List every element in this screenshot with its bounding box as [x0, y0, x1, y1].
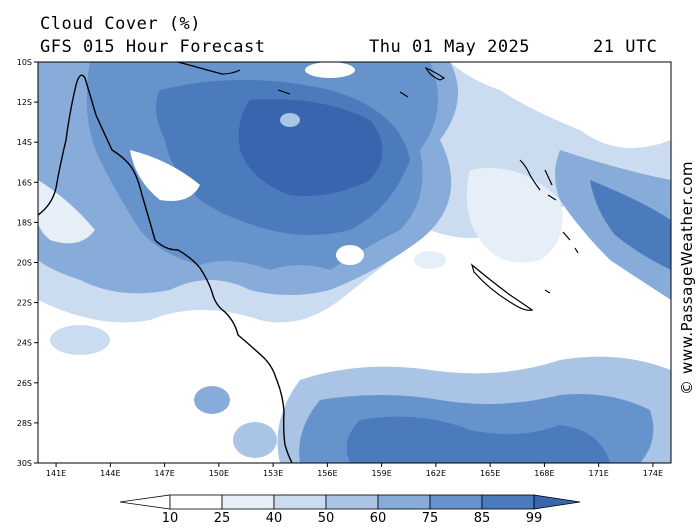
colorbar-label: 60	[370, 511, 387, 525]
island	[277, 89, 291, 95]
lat-label: 14S	[17, 138, 32, 147]
colorbar-label: 50	[318, 511, 335, 525]
colorbar: 10 25 40 50 60 75 85 99	[119, 494, 581, 526]
lon-label: 162E	[426, 469, 446, 478]
lat-label: 16S	[17, 178, 32, 187]
coastline-australia	[37, 74, 293, 464]
colorbar-segment	[221, 494, 275, 510]
coastline-png	[177, 61, 241, 75]
colorbar-arrow-right	[533, 494, 581, 510]
lon-label: 174E	[643, 469, 663, 478]
colorbar-segment	[429, 494, 483, 510]
lat-label: 26S	[17, 379, 32, 388]
coastline-new-caledonia	[470, 263, 534, 311]
cloud-field	[38, 62, 671, 463]
lon-label: 147E	[154, 469, 174, 478]
colorbar-label: 99	[526, 511, 543, 525]
forecast-time: 21 UTC	[593, 37, 658, 57]
lat-label: 20S	[17, 259, 32, 268]
lon-label: 156E	[317, 469, 337, 478]
longitude-axis: 141E 144E 147E 150E 153E 156E 159E 162E 165E 168E…	[46, 463, 663, 478]
colorbar-segment	[169, 494, 223, 510]
site-credit: © www.PassageWeather.com	[678, 160, 696, 395]
colorbar-label: 85	[474, 511, 491, 525]
lon-label: 141E	[46, 469, 66, 478]
colorbar-label: 25	[214, 511, 231, 525]
lon-label: 153E	[263, 469, 283, 478]
lat-label: 22S	[17, 299, 32, 308]
colorbar-segment	[325, 494, 379, 510]
lon-label: 165E	[480, 469, 500, 478]
lat-label: 18S	[17, 218, 32, 227]
coastline-vanuatu	[519, 159, 579, 254]
lat-label: 12S	[17, 98, 32, 107]
colorbar-arrow-left	[119, 494, 171, 510]
chart-title: Cloud Cover (%)	[40, 14, 202, 34]
lat-label: 30S	[17, 459, 32, 468]
island	[544, 289, 551, 294]
island	[424, 66, 446, 81]
colorbar-segment	[481, 494, 535, 510]
latitude-axis: 10S 12S 14S 16S 18S 20S 22S 24S 26S 28S 30S	[17, 58, 38, 468]
lon-label: 144E	[100, 469, 120, 478]
lon-label: 171E	[588, 469, 608, 478]
lat-label: 28S	[17, 419, 32, 428]
colorbar-label: 40	[266, 511, 283, 525]
colorbar-label: 75	[422, 511, 439, 525]
lat-label: 24S	[17, 339, 32, 348]
colorbar-label: 10	[162, 511, 179, 525]
model-label: GFS 015 Hour Forecast	[40, 37, 266, 57]
colorbar-segment	[273, 494, 327, 510]
lon-label: 150E	[209, 469, 229, 478]
lat-label: 10S	[17, 58, 32, 67]
island	[399, 91, 409, 98]
forecast-date: Thu 01 May 2025	[369, 37, 531, 57]
lon-label: 168E	[534, 469, 554, 478]
lon-label: 159E	[371, 469, 391, 478]
colorbar-segment	[377, 494, 431, 510]
